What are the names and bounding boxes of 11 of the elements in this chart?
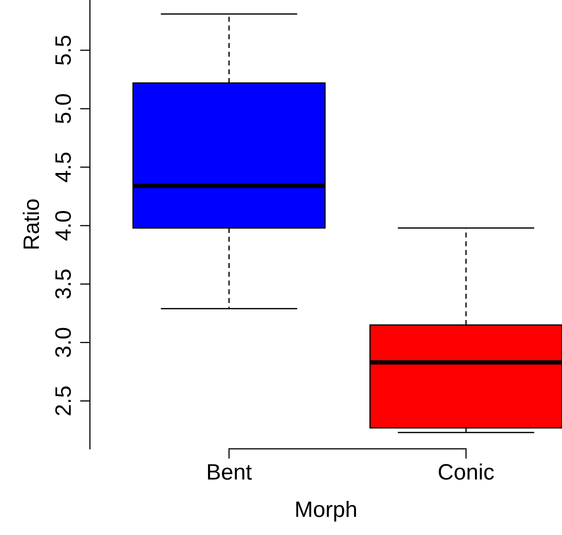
x-axis-title: Morph xyxy=(296,500,356,522)
x-tick-label: Conic xyxy=(438,463,494,480)
y-axis-title: Ratio xyxy=(22,199,40,249)
y-tick-label: 4.5 xyxy=(55,152,71,182)
y-tick-label: 4.0 xyxy=(55,211,71,241)
y-tick-label: 3.0 xyxy=(55,328,71,358)
y-tick-label: 2.5 xyxy=(55,386,71,416)
x-tick-label: Bent xyxy=(208,464,252,480)
y-tick-label: 5.5 xyxy=(55,36,71,65)
y-tick-label: 3.5 xyxy=(55,270,71,299)
y-tick-label: 5.0 xyxy=(55,94,71,124)
